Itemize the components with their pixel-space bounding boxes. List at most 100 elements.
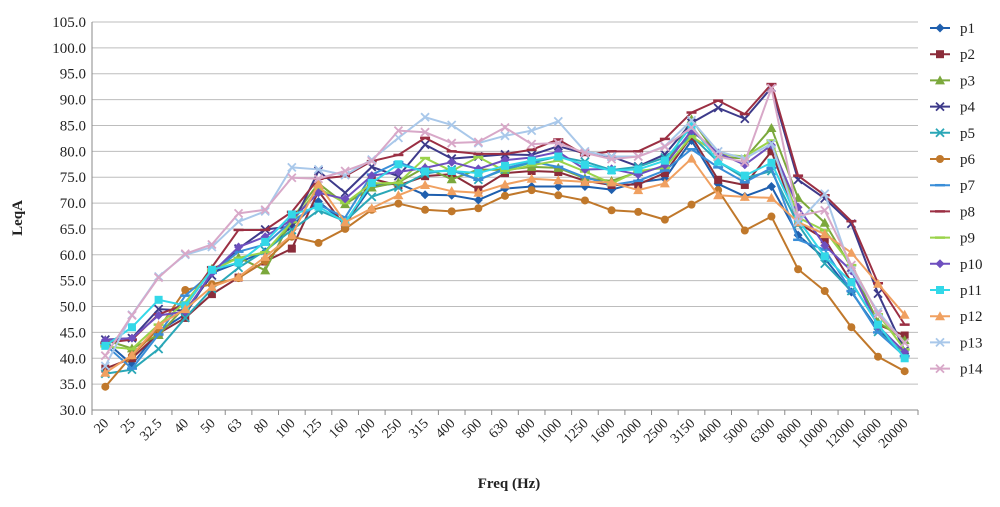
data-point xyxy=(820,240,830,250)
data-point xyxy=(314,202,323,211)
legend-item-p5: p5 xyxy=(930,126,975,142)
data-point xyxy=(260,265,271,275)
data-point xyxy=(446,186,457,196)
x-tick-label: 80 xyxy=(252,416,273,437)
legend-item-p8: p8 xyxy=(930,204,975,220)
data-point xyxy=(313,188,323,198)
legend-marker xyxy=(935,23,945,33)
data-point xyxy=(634,165,643,174)
data-point xyxy=(393,167,403,177)
data-point xyxy=(846,260,857,270)
data-point xyxy=(847,278,856,287)
legend-item-p6: p6 xyxy=(930,152,976,168)
data-point xyxy=(366,182,377,192)
legend-label: p8 xyxy=(960,204,975,220)
data-point xyxy=(153,272,164,283)
x-tick-label: 25 xyxy=(118,416,139,437)
y-tick-label: 30.0 xyxy=(60,403,86,419)
x-tick-label: 315 xyxy=(406,416,431,441)
data-point xyxy=(127,310,137,320)
data-point xyxy=(766,123,777,133)
data-point xyxy=(207,265,216,274)
y-tick-label: 50.0 xyxy=(60,300,86,316)
data-point xyxy=(874,352,883,361)
legend-label: p10 xyxy=(960,257,983,273)
data-point xyxy=(819,217,830,227)
data-point xyxy=(367,156,377,166)
data-point xyxy=(447,166,456,175)
data-point xyxy=(313,178,324,188)
data-point xyxy=(660,169,669,178)
data-point xyxy=(740,180,749,189)
data-point xyxy=(260,251,271,261)
x-tick-label: 20 xyxy=(92,416,113,437)
data-point xyxy=(207,290,216,299)
data-point xyxy=(340,194,350,204)
data-point xyxy=(873,309,883,319)
data-point xyxy=(660,156,669,165)
data-point xyxy=(127,323,136,332)
y-tick-label: 60.0 xyxy=(60,248,86,264)
data-point xyxy=(606,177,617,187)
data-point xyxy=(580,148,590,158)
y-tick-label: 70.0 xyxy=(60,196,86,212)
legend-marker xyxy=(936,155,944,163)
legend-item-p4: p4 xyxy=(930,100,976,116)
data-point xyxy=(207,239,217,250)
x-tick-label: 16000 xyxy=(850,416,885,451)
data-point xyxy=(527,156,536,165)
y-tick-label: 75.0 xyxy=(60,170,86,186)
legend-item-p3: p3 xyxy=(930,73,975,89)
legend-label: p7 xyxy=(960,178,976,194)
data-point xyxy=(500,131,510,141)
data-point xyxy=(527,139,537,149)
data-point xyxy=(713,151,723,162)
data-point xyxy=(233,208,244,219)
legend-marker xyxy=(935,337,945,348)
data-point xyxy=(394,160,403,169)
data-point xyxy=(899,309,910,319)
data-point xyxy=(420,179,431,189)
data-point xyxy=(686,115,697,125)
data-point xyxy=(474,204,483,213)
data-point xyxy=(447,138,457,148)
legend-label: p4 xyxy=(960,100,976,116)
data-point xyxy=(180,304,191,314)
x-tick-label: 125 xyxy=(300,416,325,441)
data-point xyxy=(767,147,776,156)
data-point xyxy=(367,178,376,187)
data-point xyxy=(100,361,110,371)
x-tick-label: 32.5 xyxy=(138,416,166,444)
legend-marker xyxy=(935,75,945,85)
data-point xyxy=(420,190,430,200)
x-tick-label: 1000 xyxy=(535,416,565,446)
data-point xyxy=(234,258,243,267)
series-p12 xyxy=(100,153,910,377)
data-point xyxy=(714,157,723,166)
x-tick-label: 40 xyxy=(172,416,193,437)
data-point xyxy=(766,138,777,149)
legend-marker xyxy=(935,128,945,138)
data-point xyxy=(420,112,430,122)
x-tick-label: 63 xyxy=(225,416,246,437)
data-point xyxy=(794,265,803,274)
legend-item-p13: p13 xyxy=(930,335,983,351)
x-tick-label: 630 xyxy=(486,416,511,441)
series-p4 xyxy=(100,83,910,356)
data-point xyxy=(314,238,323,247)
legend-marker xyxy=(936,50,944,59)
data-point xyxy=(714,175,723,184)
data-point xyxy=(287,210,296,219)
data-point xyxy=(820,258,830,269)
data-point xyxy=(793,211,803,221)
data-point xyxy=(739,191,750,201)
data-point xyxy=(447,120,457,130)
x-tick-label: 200 xyxy=(353,416,378,441)
data-point xyxy=(181,285,190,294)
data-point xyxy=(847,323,856,332)
series-line xyxy=(104,189,906,388)
legend-marker xyxy=(935,259,945,269)
data-point xyxy=(606,154,617,164)
data-point xyxy=(421,205,430,214)
